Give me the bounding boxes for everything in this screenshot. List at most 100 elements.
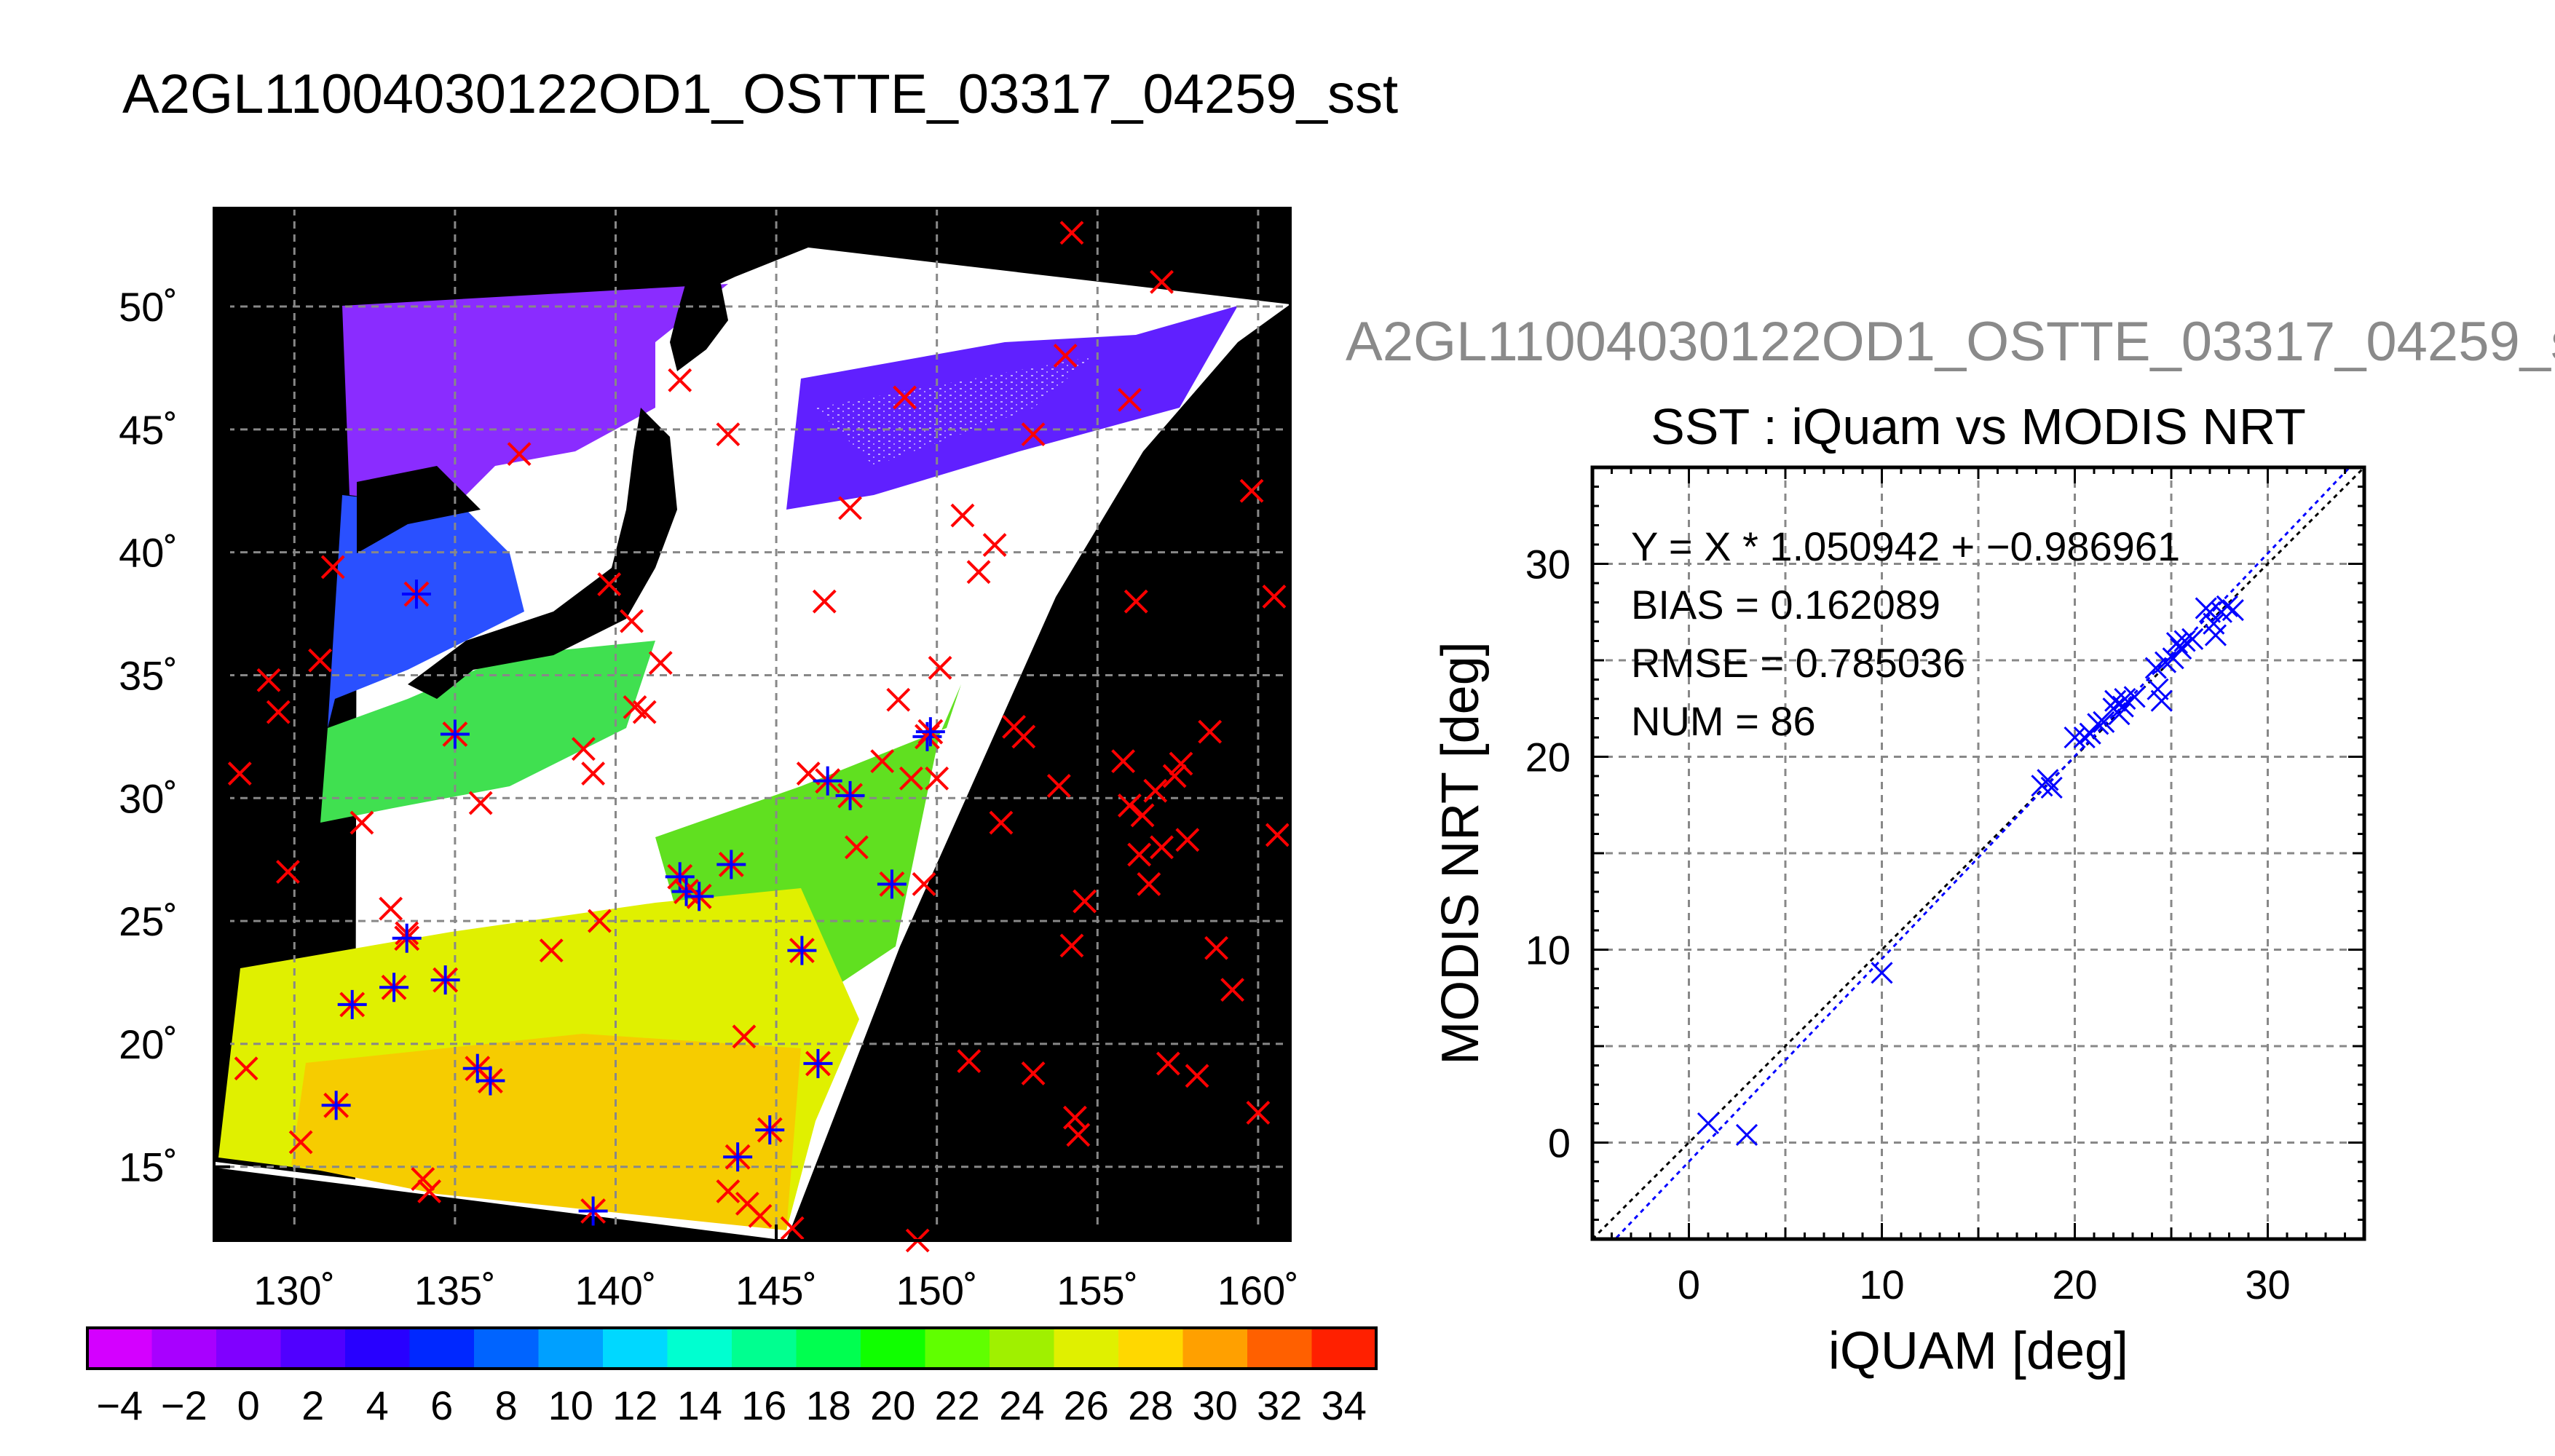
scatter-point: [2222, 599, 2244, 622]
colorbar-segment: [280, 1328, 346, 1369]
colorbar-tick-label: 22: [935, 1382, 980, 1428]
colorbar-tick-label: 28: [1128, 1382, 1173, 1428]
buoy-marker: [308, 648, 333, 673]
colorbar-segment: [345, 1328, 410, 1369]
buoy-marker: [1021, 422, 1046, 447]
scatter-title: SST : iQuam vs MODIS NRT: [1651, 398, 2306, 455]
buoy-marker: [844, 835, 869, 860]
scatter-point: [1735, 1123, 1758, 1146]
buoy-marker: [899, 766, 923, 791]
colorbar-tick-label: 26: [1064, 1382, 1109, 1428]
buoy-marker: [507, 442, 532, 467]
buoy-marker: [468, 791, 493, 815]
matched-buoy-marker: [475, 1066, 505, 1096]
scatter-point: [2108, 703, 2131, 726]
scatter-plot-panel: SST : iQuam vs MODIS NRT 0 10 20 300102030 …: [1431, 398, 2366, 1380]
bias-value: BIAS = 0.162089: [1631, 582, 1940, 628]
scatter-point: [2165, 632, 2189, 654]
buoy-marker: [597, 572, 622, 596]
scatter-point: [2144, 657, 2167, 679]
buoy-marker: [1021, 1061, 1046, 1085]
matched-buoy-marker: [430, 965, 460, 995]
buoy-marker: [1117, 794, 1142, 818]
scatter-point: [2114, 687, 2136, 711]
land-korea: [357, 466, 481, 553]
colorbar-segment: [151, 1328, 217, 1369]
buoy-marker: [256, 668, 281, 692]
land-hokkaido: [670, 262, 728, 371]
scatter-point: [1871, 962, 1893, 984]
map-xtick-label: 145˚: [735, 1267, 817, 1313]
buoy-marker: [266, 700, 291, 724]
num-value: NUM = 86: [1631, 698, 1816, 744]
map-markers: [227, 221, 1290, 1253]
colorbar-tick-label: 20: [870, 1382, 915, 1428]
buoy-marker: [1239, 478, 1264, 503]
colorbar-tick-label: 10: [548, 1382, 593, 1428]
rmse-value: RMSE = 0.785036: [1631, 640, 1965, 686]
scatter-point: [2040, 776, 2063, 799]
map-xtick-label: 135˚: [414, 1267, 496, 1313]
colorbar-segment: [87, 1328, 152, 1369]
colorbar-segment: [538, 1328, 604, 1369]
main-title: A2GL11004030122OD1_OSTTE_03317_04259_sst: [122, 63, 1399, 125]
matched-buoy-marker: [440, 719, 470, 749]
buoy-marker: [234, 1056, 258, 1081]
matched-buoy-marker: [379, 973, 409, 1002]
scatter-point: [2204, 624, 2227, 646]
colorbar-tick-label: 30: [1193, 1382, 1238, 1428]
buoy-marker: [227, 761, 252, 786]
buoy-marker: [1059, 933, 1084, 958]
buoy-marker: [1169, 751, 1193, 776]
matched-buoy-marker: [671, 877, 701, 906]
scatter-xtick-label: 0: [1678, 1262, 1700, 1307]
buoy-marker: [1011, 724, 1036, 749]
colorbar-tick-label: 6: [430, 1382, 453, 1428]
sst-colorbar: −4 −2 0 2 4 6 8 10 12 14 16 18 20 22 24 26 28 30 32 34: [86, 1326, 1378, 1428]
colorbar-segment: [603, 1328, 668, 1369]
buoy-marker: [1127, 842, 1152, 867]
colorbar-tick-label: 18: [806, 1382, 851, 1428]
buoy-marker: [886, 687, 911, 712]
matched-buoy-marker: [578, 1196, 608, 1226]
map-xtick-label: 150˚: [896, 1267, 978, 1313]
colorbar-segment: [216, 1328, 281, 1369]
buoy-marker: [581, 761, 606, 786]
buoy-marker: [1204, 935, 1228, 960]
buoy-marker: [1137, 872, 1161, 896]
buoy-marker: [925, 766, 949, 791]
buoy-marker: [1262, 585, 1287, 609]
buoy-marker: [748, 1203, 773, 1228]
matched-buoy-marker: [321, 1091, 351, 1120]
buoy-marker: [1130, 803, 1155, 828]
sst-region-cold-west: [342, 284, 728, 510]
scatter-point: [2150, 689, 2173, 712]
matched-buoy-marker: [392, 923, 422, 953]
buoy-marker: [950, 503, 975, 528]
buoy-marker: [870, 749, 895, 774]
buoy-marker: [417, 1179, 442, 1203]
buoy-marker: [732, 1024, 757, 1049]
colorbar-tick-label: 14: [677, 1382, 722, 1428]
scatter-point: [2079, 722, 2101, 745]
map-ytick-label: 20˚: [119, 1021, 178, 1067]
scatter-ylabel: MODIS NRT [deg]: [1431, 641, 1490, 1065]
matched-buoy-marker: [684, 882, 714, 911]
buoy-marker: [1150, 835, 1174, 860]
buoy-marker: [1073, 889, 1097, 914]
matched-buoy-marker: [337, 989, 367, 1019]
map-grid: [214, 208, 1290, 1241]
fit-equation: Y = X * 1.050942 + −0.986961: [1631, 523, 2180, 569]
colorbar-tick-label: 34: [1322, 1382, 1367, 1428]
colorbar-segment: [861, 1328, 925, 1369]
buoy-marker: [928, 655, 952, 680]
map-xtick-label: 130˚: [253, 1267, 335, 1313]
map-xtick-label: 155˚: [1057, 1267, 1138, 1313]
land-honshu: [408, 408, 677, 699]
colorbar-tick-label: 8: [495, 1382, 518, 1428]
map-ytick-label: 25˚: [119, 898, 178, 944]
scatter-point: [2112, 695, 2134, 718]
scatter-point: [2216, 595, 2238, 617]
buoy-marker: [1150, 269, 1174, 294]
scatter-ytick-label: 20: [1525, 735, 1571, 780]
